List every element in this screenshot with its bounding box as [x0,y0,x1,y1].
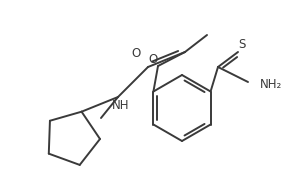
Text: O: O [131,46,141,60]
Text: NH₂: NH₂ [260,78,282,91]
Text: O: O [148,52,158,65]
Text: NH: NH [112,99,130,111]
Text: S: S [238,38,246,51]
